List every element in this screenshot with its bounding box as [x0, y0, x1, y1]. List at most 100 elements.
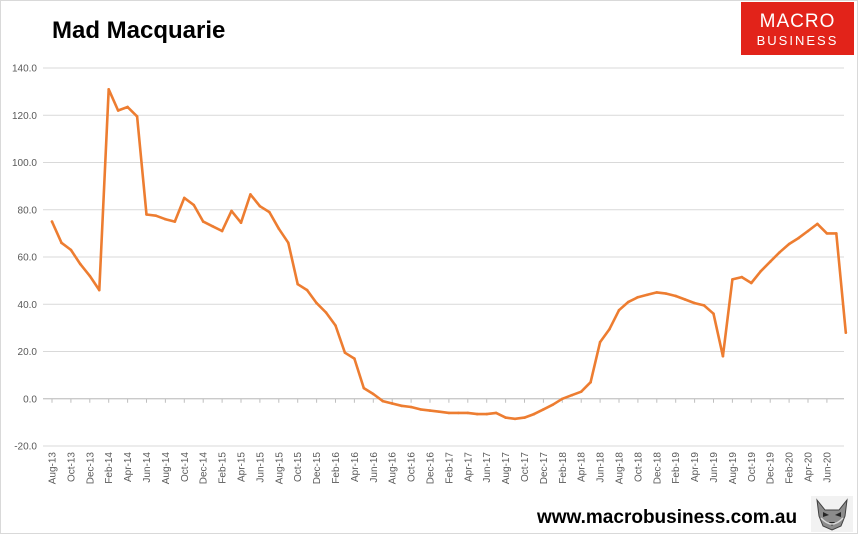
x-tick-label: Dec-17	[539, 452, 550, 485]
data-point	[475, 412, 479, 416]
data-point	[315, 301, 318, 305]
data-point	[211, 224, 214, 228]
x-tick-label: Aug-19	[728, 452, 739, 485]
x-tick-label: Oct-13	[66, 452, 77, 482]
x-tick-label: Feb-18	[558, 452, 569, 484]
x-tick-label: Jun-16	[369, 452, 380, 483]
data-point	[69, 248, 73, 252]
data-point	[513, 417, 517, 421]
data-point	[164, 217, 167, 221]
data-point	[277, 227, 281, 230]
x-tick-label: Apr-17	[463, 452, 474, 482]
data-point	[750, 281, 753, 285]
data-point	[334, 324, 337, 327]
data-point	[457, 411, 460, 415]
logo-line-1: MACRO	[759, 11, 836, 32]
data-point	[183, 196, 186, 200]
data-point	[173, 220, 177, 223]
x-tick-label: Aug-14	[161, 452, 172, 485]
x-tick-label: Dec-15	[312, 452, 323, 485]
data-point	[485, 412, 489, 416]
data-point	[268, 210, 271, 214]
data-point	[702, 304, 706, 307]
data-point	[825, 232, 829, 235]
x-tick-label: Aug-17	[501, 452, 512, 485]
x-tick-label: Dec-19	[766, 452, 777, 485]
data-point	[664, 292, 668, 295]
data-point	[400, 404, 403, 408]
x-tick-label: Apr-18	[577, 452, 588, 482]
data-point	[419, 408, 422, 411]
x-tick-label: Feb-20	[785, 452, 796, 484]
data-point	[258, 204, 262, 208]
data-point	[655, 291, 659, 294]
y-tick-label: 20.0	[18, 347, 38, 358]
data-point	[674, 294, 677, 298]
data-point	[305, 288, 309, 292]
x-tick-label: Apr-20	[804, 452, 815, 482]
x-tick-label: Jun-20	[822, 452, 833, 483]
data-point	[797, 236, 800, 240]
series-line	[50, 88, 848, 421]
data-point	[154, 214, 158, 217]
y-tick-label: 60.0	[18, 253, 38, 264]
x-tick-label: Oct-15	[293, 452, 304, 482]
y-tick-label: 80.0	[18, 205, 38, 216]
data-point	[740, 275, 744, 279]
data-point	[787, 242, 791, 246]
data-point	[126, 105, 129, 109]
x-tick-label: Oct-17	[520, 452, 531, 482]
y-tick-label: -20.0	[14, 442, 37, 453]
data-point	[324, 311, 328, 314]
data-point	[759, 269, 763, 273]
data-point	[627, 300, 630, 304]
x-tick-label: Oct-18	[633, 452, 644, 482]
y-tick-label: 140.0	[12, 64, 37, 75]
x-tick-label: Feb-16	[331, 452, 342, 484]
x-tick-label: Feb-15	[218, 452, 229, 484]
data-point	[343, 351, 347, 354]
x-tick-label: Jun-18	[596, 452, 607, 483]
x-tick-label: Jun-19	[709, 452, 720, 483]
data-point	[504, 416, 507, 419]
data-point	[447, 411, 451, 415]
data-point	[570, 393, 574, 397]
data-point	[768, 260, 772, 264]
data-point	[88, 274, 92, 278]
data-point	[145, 213, 148, 216]
data-point	[816, 222, 819, 226]
data-point	[353, 357, 356, 360]
data-point	[438, 410, 441, 414]
data-point	[249, 193, 252, 196]
data-point	[230, 209, 233, 213]
x-tick-label: Jun-15	[255, 452, 266, 483]
data-point	[636, 295, 640, 299]
data-point	[532, 412, 536, 416]
x-tick-label: Aug-16	[388, 452, 399, 485]
x-tick-label: Feb-17	[444, 452, 455, 484]
x-tick-label: Oct-16	[407, 452, 418, 482]
data-point	[60, 241, 63, 245]
x-tick-label: Feb-19	[671, 452, 682, 484]
data-point	[239, 221, 243, 225]
x-tick-label: Dec-13	[85, 452, 96, 485]
data-point	[135, 115, 139, 118]
x-tick-label: Apr-15	[237, 452, 248, 482]
footer-url: www.macrobusiness.com.au	[537, 507, 798, 528]
x-tick-label: Jun-14	[142, 452, 153, 483]
x-tick-label: Jun-17	[482, 452, 493, 483]
x-tick-label: Apr-19	[690, 452, 701, 482]
x-tick-label: Aug-15	[274, 452, 285, 485]
data-point	[296, 282, 300, 286]
data-point	[844, 331, 848, 334]
data-point	[201, 220, 205, 223]
x-tick-label: Aug-18	[615, 452, 626, 485]
data-point	[494, 411, 498, 415]
macrobusiness-logo: MACRO BUSINESS	[741, 2, 854, 55]
data-point	[192, 203, 196, 207]
data-point	[220, 229, 224, 233]
data-point	[551, 403, 555, 406]
data-point	[523, 416, 526, 419]
data-point	[409, 405, 413, 409]
